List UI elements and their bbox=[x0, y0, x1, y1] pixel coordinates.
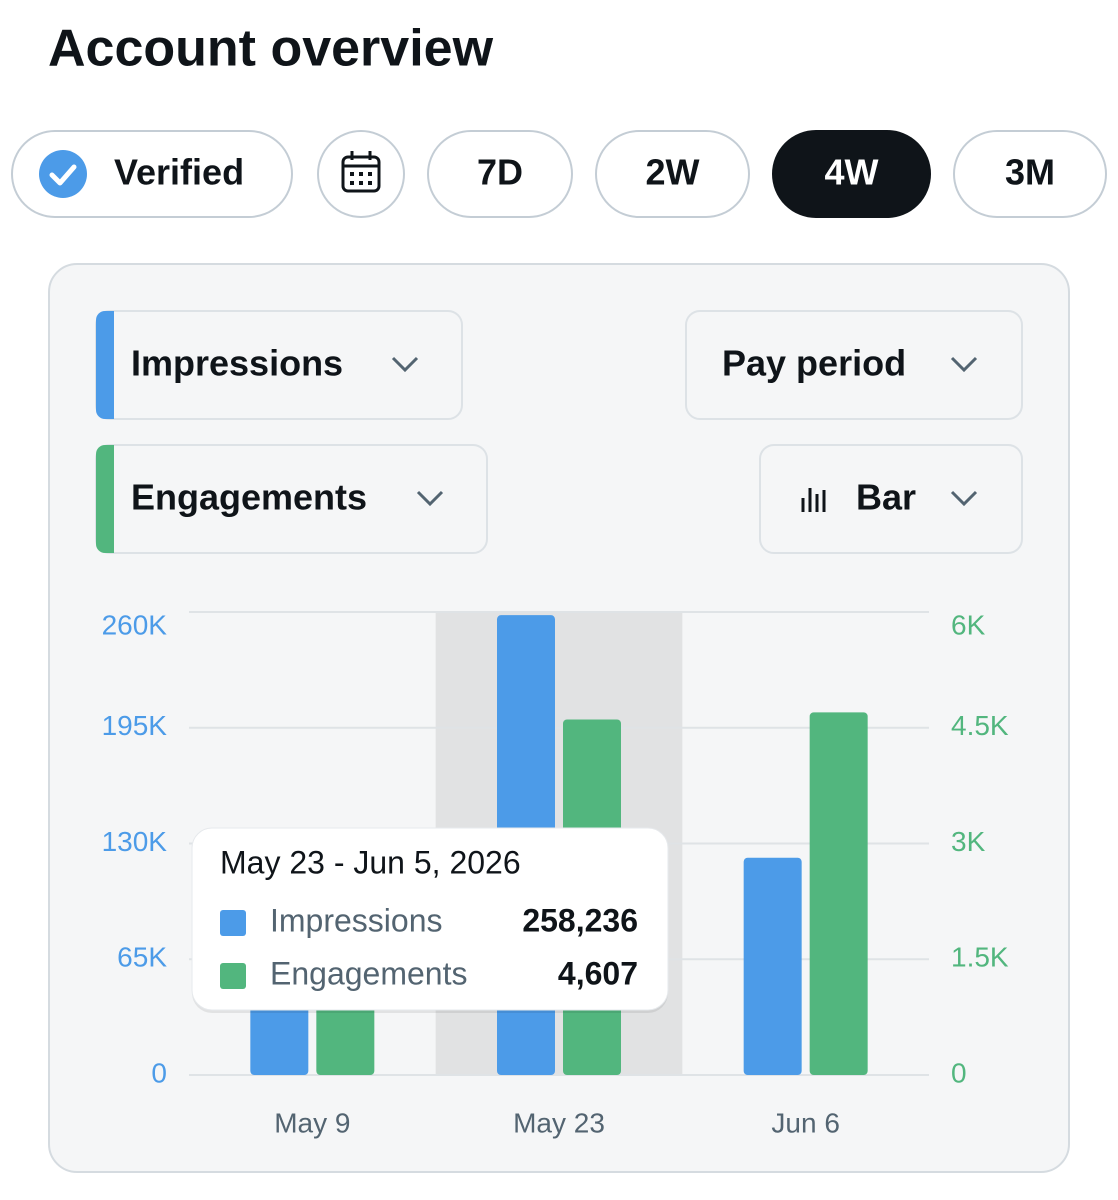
bar bbox=[743, 857, 802, 1075]
bar bbox=[809, 712, 868, 1075]
range-chip[interactable] bbox=[427, 130, 573, 218]
range-label: 2W bbox=[646, 152, 700, 193]
y-tick-label: 65K bbox=[117, 942, 167, 973]
period-dropdown[interactable] bbox=[685, 310, 1023, 420]
range-label: 3M bbox=[1005, 152, 1055, 193]
bar-icon bbox=[801, 488, 826, 512]
verified-label: Verified bbox=[114, 152, 244, 193]
page-title: Account overview bbox=[48, 20, 494, 78]
filter-bar: Verified 7D 2W 4W 3M bbox=[11, 130, 1107, 218]
chart-style-label: Bar bbox=[856, 477, 916, 518]
y2-tick-label: 6K bbox=[951, 609, 986, 640]
chevron bbox=[416, 490, 444, 507]
y2-tick-label: 1.5K bbox=[951, 942, 1009, 973]
range-chip[interactable] bbox=[595, 130, 750, 218]
range-chip[interactable] bbox=[772, 130, 931, 218]
y2-tick-label: 0 bbox=[951, 1057, 967, 1088]
verified-badge bbox=[39, 150, 87, 198]
y2-tick-label: 4.5K bbox=[951, 710, 1009, 741]
period-label: Pay period bbox=[722, 343, 906, 384]
metric-2-label: Engagements bbox=[131, 477, 367, 518]
x-tick-label: Jun 6 bbox=[771, 1107, 840, 1138]
plot: 0 65K 130K 195K 260K 0 1.5K 3K 4.5K 6K May 9 May 23… bbox=[102, 609, 1009, 1138]
chevron bbox=[950, 490, 978, 507]
chevron bbox=[950, 356, 978, 373]
y-tick-label: 260K bbox=[102, 609, 168, 640]
y2-tick-label: 3K bbox=[951, 826, 986, 857]
tooltip-series-name: Impressions bbox=[270, 902, 443, 938]
tooltip-swatch bbox=[220, 963, 246, 989]
chart-style-dropdown[interactable] bbox=[759, 444, 1023, 554]
tooltip: May 23 - Jun 5, 2026 Impressions 258,236 En… bbox=[191, 827, 669, 1013]
tooltip-value: 4,607 bbox=[558, 955, 638, 991]
series-color bbox=[105, 311, 114, 419]
controls: Impressions Engagements Pay period Bar bbox=[95, 310, 1023, 554]
y-tick-label: 195K bbox=[102, 710, 168, 741]
x-tick-label: May 23 bbox=[513, 1107, 605, 1138]
tooltip-series-name: Engagements bbox=[270, 955, 467, 991]
y-tick-label: 130K bbox=[102, 826, 168, 857]
verified-chip[interactable] bbox=[11, 130, 293, 218]
tooltip-title: May 23 - Jun 5, 2026 bbox=[220, 844, 521, 880]
series-color bbox=[105, 445, 114, 553]
metric-1-label: Impressions bbox=[131, 343, 343, 384]
calendar-icon bbox=[341, 151, 381, 193]
range-chip[interactable] bbox=[953, 130, 1107, 218]
x-tick-label: May 9 bbox=[274, 1107, 350, 1138]
tooltip-swatch bbox=[220, 910, 246, 936]
chevron bbox=[391, 356, 419, 373]
tooltip-box bbox=[191, 827, 669, 1011]
y-tick-label: 0 bbox=[151, 1057, 167, 1088]
tooltip-value: 258,236 bbox=[522, 902, 638, 938]
range-label: 7D bbox=[477, 152, 523, 193]
range-label: 4W bbox=[825, 152, 879, 193]
